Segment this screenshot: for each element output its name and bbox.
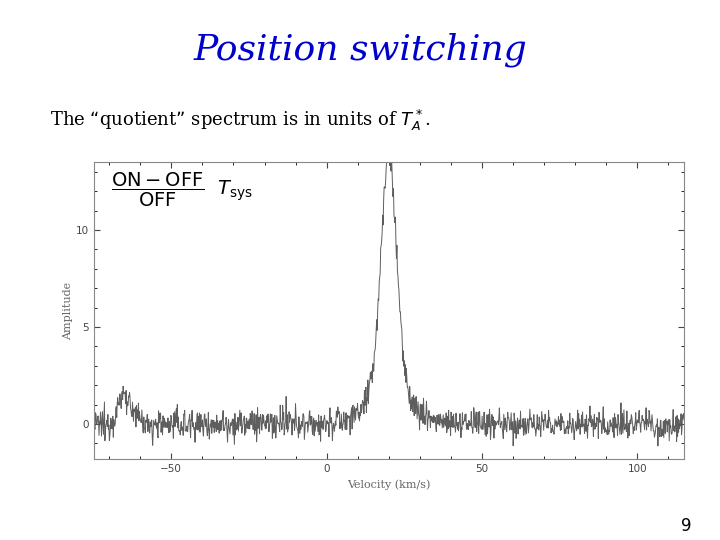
Text: $\dfrac{\mathrm{ON-OFF}}{\mathrm{OFF}}\ \ T_{\mathrm{sys}}$: $\dfrac{\mathrm{ON-OFF}}{\mathrm{OFF}}\ … — [112, 171, 253, 209]
Text: 9: 9 — [680, 517, 691, 535]
Text: The “quotient” spectrum is in units of $T_A^*$.: The “quotient” spectrum is in units of $… — [50, 108, 431, 133]
Text: Position switching: Position switching — [193, 32, 527, 67]
Y-axis label: Amplitude: Amplitude — [63, 281, 73, 340]
X-axis label: Velocity (km/s): Velocity (km/s) — [347, 480, 431, 490]
